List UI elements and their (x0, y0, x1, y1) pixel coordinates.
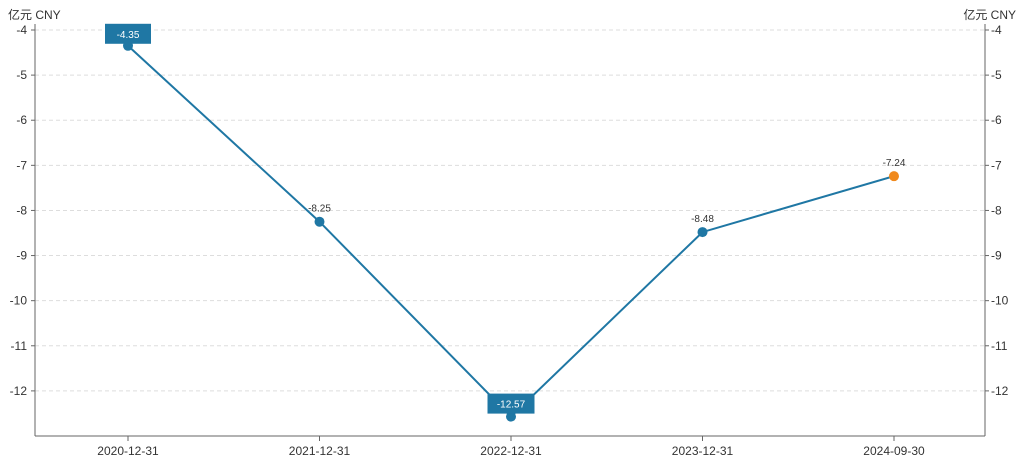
data-point (314, 216, 325, 227)
y-tick-label: -4 (16, 23, 27, 37)
x-tick-label: 2022-12-31 (480, 444, 542, 458)
left-y-axis-ticks: -4 -5 -6 -7 -8 -9 -10 -11 -12 (10, 23, 35, 398)
y-tick-label: -11 (991, 339, 1008, 353)
y-tick-label: -5 (991, 68, 1002, 82)
x-tick-label: 2021-12-31 (289, 444, 351, 458)
data-label: -7.24 (883, 158, 906, 169)
x-tick-label: 2024-09-30 (863, 444, 925, 458)
y-tick-label: -9 (991, 249, 1002, 263)
x-tick-label: 2020-12-31 (97, 444, 159, 458)
data-point (506, 411, 516, 422)
right-unit-label: 亿元 CNY (963, 7, 1016, 22)
y-tick-label: -10 (10, 294, 28, 308)
series-line (123, 40, 899, 422)
data-label-box (487, 393, 535, 414)
y-tick-label: -11 (11, 339, 28, 353)
x-axis-ticks: 2020-12-31 2021-12-31 2022-12-31 2023-12-31… (97, 436, 925, 458)
right-y-axis-ticks: -4 -5 -6 -7 -8 -9 -10 -11 -12 (985, 23, 1009, 398)
data-label: -12.57 (497, 400, 526, 411)
x-tick-label: 2023-12-31 (672, 444, 734, 458)
y-tick-label: -4 (991, 23, 1002, 37)
y-tick-label: -9 (16, 249, 27, 263)
axes (34, 24, 986, 437)
y-tick-label: -7 (991, 158, 1002, 172)
y-tick-label: -6 (991, 113, 1002, 127)
grid-lines (35, 29, 985, 392)
left-unit-label: 亿元 CNY (8, 7, 61, 22)
data-label-box (105, 23, 151, 44)
data-point (889, 171, 899, 182)
data-label: -4.35 (117, 30, 140, 41)
y-tick-label: -12 (991, 384, 1009, 398)
y-tick-label: -8 (16, 203, 27, 217)
series-line-path (127, 45, 895, 419)
y-tick-label: -5 (16, 68, 27, 82)
y-tick-label: -12 (10, 384, 28, 398)
y-tick-label: -8 (991, 203, 1002, 217)
y-tick-label: -7 (16, 158, 27, 172)
data-label: -8.25 (308, 204, 331, 215)
y-tick-label: -6 (16, 113, 27, 127)
y-tick-label: -10 (991, 294, 1009, 308)
data-label: -8.48 (691, 214, 714, 225)
data-point (697, 227, 708, 238)
data-labels: -4.35 -8.25 -12.57 -8.48 -7.24 (105, 23, 906, 414)
